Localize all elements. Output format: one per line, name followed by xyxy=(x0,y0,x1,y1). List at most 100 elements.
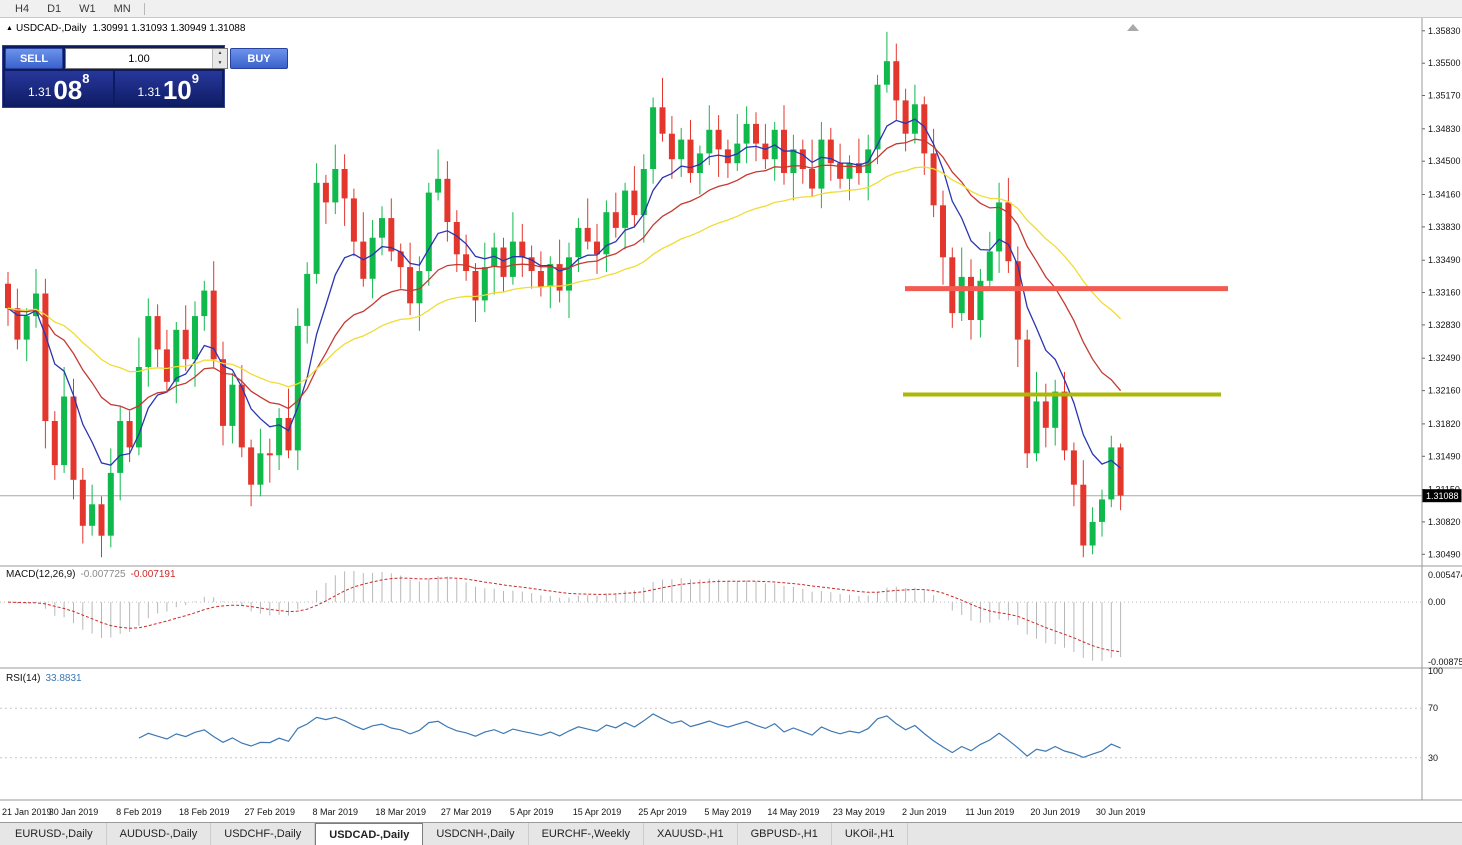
svg-text:0.005474: 0.005474 xyxy=(1428,570,1462,580)
buy-button[interactable]: BUY xyxy=(230,48,288,69)
svg-text:1.30490: 1.30490 xyxy=(1428,549,1461,559)
svg-text:8 Feb 2019: 8 Feb 2019 xyxy=(116,807,162,817)
rsi-value: 33.8831 xyxy=(45,673,82,684)
svg-text:1.33160: 1.33160 xyxy=(1428,288,1461,298)
tab-xauusd-h1[interactable]: XAUUSD-,H1 xyxy=(644,823,738,845)
svg-text:1.32160: 1.32160 xyxy=(1428,386,1461,396)
svg-text:1.30820: 1.30820 xyxy=(1428,517,1461,527)
chart-canvas[interactable]: 1.35830 1.35500 1.35170 1.34830 1.34500 1.341… xyxy=(0,18,1462,822)
candlestick-series xyxy=(5,31,1124,558)
tab-usdcad-daily[interactable]: USDCAD-,Daily xyxy=(315,823,424,845)
svg-text:25 Apr 2019: 25 Apr 2019 xyxy=(638,807,687,817)
lot-spinner: ▲ ▼ xyxy=(212,49,227,68)
sell-price-button[interactable]: 1.31 08 8 xyxy=(5,71,113,105)
svg-text:18 Mar 2019: 18 Mar 2019 xyxy=(375,807,426,817)
svg-text:1.34500: 1.34500 xyxy=(1428,156,1461,166)
svg-text:1.32830: 1.32830 xyxy=(1428,320,1461,330)
svg-text:1.33830: 1.33830 xyxy=(1428,222,1461,232)
sell-price-main: 08 xyxy=(53,75,83,105)
macd-histogram xyxy=(16,571,1122,661)
svg-text:5 Apr 2019: 5 Apr 2019 xyxy=(510,807,554,817)
timeframe-mn[interactable]: MN xyxy=(113,2,131,15)
svg-text:1.35170: 1.35170 xyxy=(1428,91,1461,101)
svg-text:30: 30 xyxy=(1428,753,1438,763)
tab-usdchf-daily[interactable]: USDCHF-,Daily xyxy=(211,823,316,845)
lot-size-control: ▲ ▼ xyxy=(65,48,228,69)
lot-increase-button[interactable]: ▲ xyxy=(213,49,227,59)
svg-text:1.35830: 1.35830 xyxy=(1428,26,1461,36)
bottom-tabs: EURUSD-,Daily AUDUSD-,Daily USDCHF-,Daily U… xyxy=(0,822,1462,845)
svg-text:8 Mar 2019: 8 Mar 2019 xyxy=(313,807,359,817)
chart-area: 1.35830 1.35500 1.35170 1.34830 1.34500 1.341… xyxy=(0,18,1462,822)
svg-text:30 Jun 2019: 30 Jun 2019 xyxy=(1096,807,1146,817)
svg-text:-0.008752: -0.008752 xyxy=(1428,657,1462,667)
svg-text:30 Jan 2019: 30 Jan 2019 xyxy=(49,807,99,817)
timeframe-w1[interactable]: W1 xyxy=(79,2,96,15)
rsi-title: RSI(14) xyxy=(6,673,41,684)
rsi-axis: 100 70 30 xyxy=(1428,666,1443,763)
bid-price-tag: 1.31088 xyxy=(1422,489,1462,503)
buy-price-sup: 9 xyxy=(191,71,199,86)
tab-gbpusd-h1[interactable]: GBPUSD-,H1 xyxy=(738,823,832,845)
svg-text:27 Mar 2019: 27 Mar 2019 xyxy=(441,807,492,817)
timeframe-buttons: H4 D1 W1 MN xyxy=(6,3,140,15)
symbol-name: USDCAD-,Daily xyxy=(15,23,87,34)
ma-line-20 xyxy=(7,138,1122,411)
macd-signal-value: -0.007191 xyxy=(130,569,176,580)
buy-price-prefix: 1.31 xyxy=(137,85,161,99)
macd-signal-line xyxy=(7,577,1121,653)
svg-text:21 Jan 2019: 21 Jan 2019 xyxy=(2,807,52,817)
svg-text:20 Jun 2019: 20 Jun 2019 xyxy=(1030,807,1080,817)
ma-line-40 xyxy=(7,166,1122,388)
top-toolbar: H4 D1 W1 MN xyxy=(0,0,1462,18)
svg-text:5 May 2019: 5 May 2019 xyxy=(704,807,751,817)
tab-audusd-daily[interactable]: AUDUSD-,Daily xyxy=(107,823,212,845)
buy-price-button[interactable]: 1.31 10 9 xyxy=(114,71,222,105)
macd-label: MACD(12,26,9) -0.007725 -0.007191 xyxy=(6,569,181,580)
price-axis: 1.35830 1.35500 1.35170 1.34830 1.34500 1.341… xyxy=(1422,26,1461,559)
timeframe-h4[interactable]: H4 xyxy=(15,2,30,15)
symbol-header: ▲ USDCAD-,Daily 1.30991 1.31093 1.30949 1.… xyxy=(6,23,245,34)
lot-decrease-button[interactable]: ▼ xyxy=(213,58,227,68)
macd-value: -0.007725 xyxy=(80,569,126,580)
toolbar-separator xyxy=(143,2,145,15)
tab-usdcnh-daily[interactable]: USDCNH-,Daily xyxy=(423,823,529,845)
buy-price-main: 10 xyxy=(162,75,192,105)
sell-price-prefix: 1.31 xyxy=(27,85,52,99)
chart-shift-marker[interactable] xyxy=(1127,24,1139,31)
sell-button[interactable]: SELL xyxy=(5,48,63,69)
svg-text:18 Feb 2019: 18 Feb 2019 xyxy=(179,807,230,817)
tab-eurchf-weekly[interactable]: EURCHF-,Weekly xyxy=(529,823,644,845)
svg-text:1.34160: 1.34160 xyxy=(1428,190,1461,200)
lot-size-input[interactable] xyxy=(66,49,212,68)
tab-ukoil-h1[interactable]: UKOil-,H1 xyxy=(832,823,909,845)
svg-text:11 Jun 2019: 11 Jun 2019 xyxy=(965,807,1014,817)
svg-text:27 Feb 2019: 27 Feb 2019 xyxy=(245,807,296,817)
macd-axis: 0.005474 0.00 -0.008752 xyxy=(1428,570,1462,667)
sell-price-sup: 8 xyxy=(82,71,90,86)
rsi-levels xyxy=(0,707,1422,759)
svg-text:1.33490: 1.33490 xyxy=(1428,255,1461,265)
svg-text:1.34830: 1.34830 xyxy=(1428,124,1461,134)
svg-text:23 May 2019: 23 May 2019 xyxy=(833,807,885,817)
svg-text:0.00: 0.00 xyxy=(1428,597,1446,607)
svg-text:1.31490: 1.31490 xyxy=(1428,451,1461,461)
tab-eurusd-daily[interactable]: EURUSD-,Daily xyxy=(2,823,107,845)
timeframe-d1[interactable]: D1 xyxy=(47,2,62,15)
svg-text:1.31088: 1.31088 xyxy=(1426,491,1459,501)
svg-text:1.35500: 1.35500 xyxy=(1428,58,1461,68)
svg-text:70: 70 xyxy=(1428,703,1438,713)
rsi-line xyxy=(138,713,1121,759)
svg-text:100: 100 xyxy=(1428,666,1443,676)
macd-title: MACD(12,26,9) xyxy=(6,569,76,580)
svg-text:15 Apr 2019: 15 Apr 2019 xyxy=(573,807,622,817)
symbol-direction-icon: ▲ xyxy=(6,25,13,32)
svg-text:2 Jun 2019: 2 Jun 2019 xyxy=(902,807,947,817)
rsi-label: RSI(14) 33.8831 xyxy=(6,673,87,684)
svg-text:14 May 2019: 14 May 2019 xyxy=(767,807,819,817)
svg-text:1.32490: 1.32490 xyxy=(1428,353,1461,363)
symbol-ohlc: 1.30991 1.31093 1.30949 1.31088 xyxy=(92,23,246,34)
svg-text:1.31820: 1.31820 xyxy=(1428,419,1461,429)
